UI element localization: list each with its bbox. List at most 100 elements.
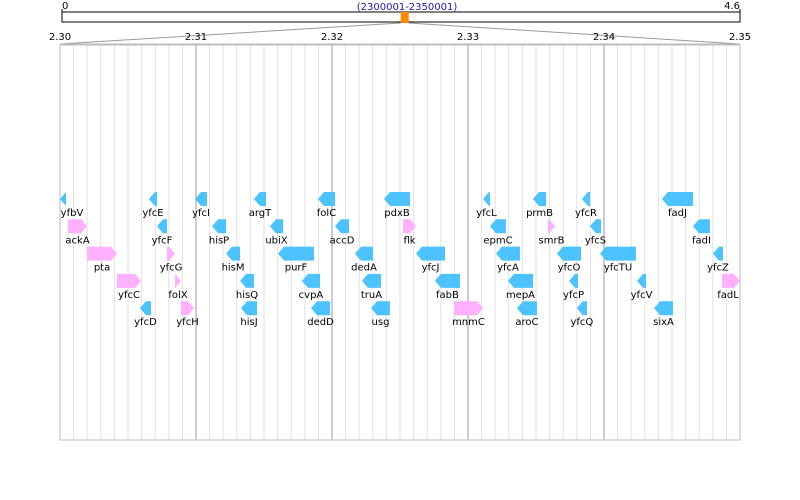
gene [87, 246, 117, 261]
gene [569, 273, 579, 288]
gene-label: yfcI [192, 208, 210, 219]
gene [692, 219, 710, 234]
gene-label: folC [317, 208, 336, 219]
gene [496, 246, 520, 261]
gene-label: aroC [515, 317, 538, 328]
gene-label: yfcL [476, 208, 497, 219]
gene-label: mnmC [452, 317, 485, 328]
gene [637, 273, 647, 288]
zoom-line [59, 22, 401, 45]
gene [269, 219, 284, 234]
gene [453, 301, 483, 316]
gene-label: cvpA [299, 290, 324, 301]
gene [581, 192, 590, 206]
gene-label: truA [361, 290, 382, 301]
gene-label: yfcD [134, 317, 157, 328]
gene-label: yfcZ [707, 263, 729, 274]
gene [402, 219, 417, 234]
gene [68, 219, 88, 234]
gene-label: yfcP [563, 290, 584, 301]
gene [301, 273, 321, 288]
gene [556, 246, 582, 261]
zoom-line [408, 22, 741, 45]
gene [167, 246, 176, 261]
x-tick-label: 2.31 [185, 32, 207, 43]
gene [212, 219, 227, 234]
gene [354, 246, 373, 261]
plot-frame [59, 44, 741, 441]
x-tick-label: 2.32 [321, 32, 343, 43]
gene [240, 273, 254, 288]
gene [195, 192, 208, 206]
x-tick-label: 2.33 [457, 32, 479, 43]
gene [175, 273, 182, 288]
gene-label: prmB [526, 208, 553, 219]
gene-label: yfcJ [422, 263, 440, 274]
gene-label: yfcV [631, 290, 653, 301]
gene-label: yfcA [497, 263, 519, 274]
gene [654, 301, 673, 316]
gene [334, 219, 349, 234]
gene-label: yfcE [142, 208, 163, 219]
gene [361, 273, 381, 288]
gene-label: argT [249, 208, 272, 219]
gene [116, 273, 142, 288]
gene [600, 246, 636, 261]
gene [516, 301, 537, 316]
overview-tick-label: 4.6 [724, 1, 740, 12]
gene [148, 192, 157, 206]
gene [434, 273, 460, 288]
gene [311, 301, 330, 316]
gene-label: sixA [653, 317, 674, 328]
gene-label: ackA [65, 235, 89, 246]
gene [253, 192, 267, 206]
gene [533, 192, 547, 206]
overview-region [400, 12, 409, 23]
gene-label: mepA [506, 290, 535, 301]
gene-label: fabB [436, 290, 459, 301]
gene [589, 219, 602, 234]
gene-label: hisQ [236, 290, 258, 301]
gene [278, 246, 315, 261]
gene-label: usg [372, 317, 390, 328]
gene [722, 273, 740, 288]
gene-label: yfcF [152, 235, 173, 246]
gene [60, 192, 66, 206]
gene-label: fadL [717, 290, 739, 301]
gene-label: fadI [692, 235, 711, 246]
gene [482, 192, 491, 206]
gene [383, 192, 411, 206]
gene-label: yfcQ [570, 317, 593, 328]
gene-label: yfcO [558, 263, 581, 274]
gene [712, 246, 723, 261]
gene [371, 301, 390, 316]
gene-label: purF [285, 263, 308, 274]
gene-label: flk [403, 235, 415, 246]
gene-label: yfcTU [604, 263, 632, 274]
gene [181, 301, 194, 316]
gene [241, 301, 258, 316]
gene [547, 219, 556, 234]
gene [317, 192, 335, 206]
gene-label: accD [330, 235, 355, 246]
gene [156, 219, 168, 234]
region-label: (2300001-2350001) [357, 2, 458, 13]
gene-label: pdxB [384, 208, 410, 219]
gene-label: hisM [222, 263, 245, 274]
gene [226, 246, 241, 261]
gene-label: hisJ [240, 317, 257, 328]
gene-label: folX [168, 290, 187, 301]
gene [139, 301, 151, 316]
gene [490, 219, 506, 234]
gene-label: epmC [483, 235, 512, 246]
gene [416, 246, 446, 261]
x-tick-label: 2.30 [49, 32, 71, 43]
gene-label: dedA [351, 263, 377, 274]
x-tick-label: 2.34 [593, 32, 615, 43]
gene-label: dedD [307, 317, 334, 328]
gene-label: yfcH [176, 317, 198, 328]
gene-label: pta [94, 263, 110, 274]
gene-label: yfcS [585, 235, 606, 246]
gene-label: yfcR [575, 208, 597, 219]
